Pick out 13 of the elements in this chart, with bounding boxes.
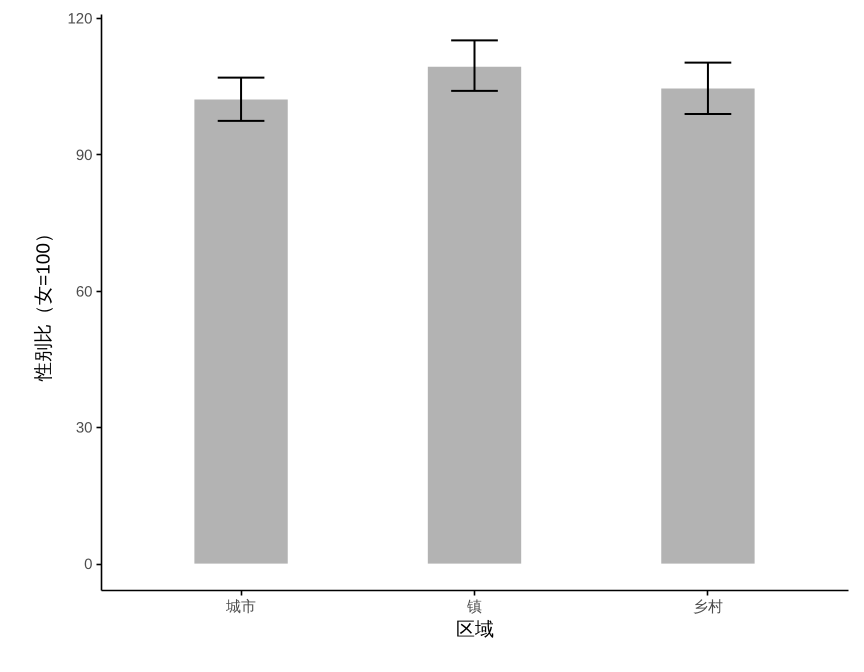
x-tick-label: 镇	[466, 598, 482, 616]
bar	[194, 99, 288, 564]
x-axis-title: 区域	[456, 620, 494, 640]
y-axis-title: 性别比（女=100）	[33, 224, 54, 382]
y-tick-label: 60	[76, 283, 92, 300]
x-tick-label: 乡村	[692, 598, 723, 616]
y-tick-label: 30	[76, 420, 92, 437]
y-tick-label: 0	[84, 556, 92, 574]
y-tick-label: 120	[67, 10, 92, 28]
y-tick-label: 90	[76, 146, 92, 164]
bar	[428, 66, 522, 564]
bar	[661, 88, 755, 564]
x-tick-label: 城市	[225, 598, 256, 616]
